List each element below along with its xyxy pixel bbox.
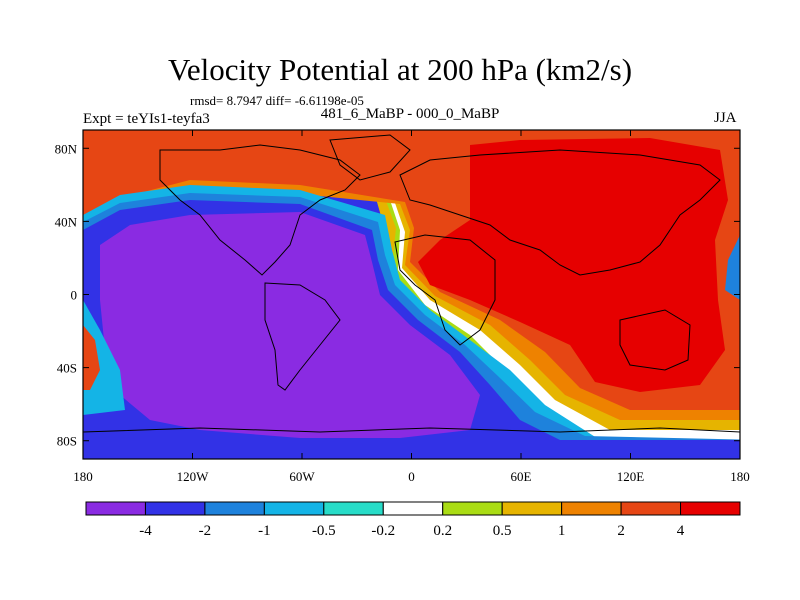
experiment-label: Expt = teYIs1-teyfa3 — [83, 111, 210, 127]
colorbar-label: 0.5 — [493, 523, 512, 539]
y-tick-label: 80N — [55, 141, 78, 156]
sw-pacific-lobe-inner — [83, 325, 100, 390]
colorbar-swatch — [85, 501, 146, 516]
x-tick-label: 60E — [511, 469, 532, 484]
colorbar-swatch — [263, 501, 325, 516]
africa-outline — [394, 234, 496, 346]
colorbar-swatch — [620, 501, 682, 516]
x-tick-label: 180 — [730, 469, 750, 484]
colorbar-label: 1 — [558, 523, 566, 539]
colorbar-label: -2 — [199, 523, 212, 539]
east-edge-lobe — [725, 235, 740, 300]
colorbar-swatch — [680, 501, 741, 516]
rmsd-diff-label: rmsd= 8.7947 diff= -6.61198e-05 — [190, 93, 364, 108]
eurasia-outline — [399, 149, 721, 276]
colorbar-label: 2 — [617, 523, 625, 539]
season-label: JJA — [714, 110, 737, 126]
colorbar-label: 0.2 — [433, 523, 452, 539]
y-tick-label: 40S — [57, 361, 77, 376]
colorbar-label: -0.2 — [371, 523, 395, 539]
colorbar-label: -4 — [139, 523, 152, 539]
colorbar-label: 4 — [677, 523, 685, 539]
north-america-outline — [159, 144, 361, 276]
antarctica-outline — [83, 427, 740, 433]
colorbar-swatch — [561, 501, 622, 516]
colorbar-label: -0.5 — [312, 523, 336, 539]
australia-outline — [619, 309, 691, 371]
y-tick-label: 0 — [71, 288, 78, 303]
x-tick-label: 120W — [177, 469, 210, 484]
chart-title: Velocity Potential at 200 hPa (km2/s) — [167, 52, 633, 87]
continent-outlines — [83, 134, 740, 433]
period-difference-label: 481_6_MaBP - 000_0_MaBP — [320, 106, 500, 122]
contour-field — [83, 130, 740, 459]
greenland-outline — [329, 134, 411, 181]
band-neg-min — [100, 212, 480, 438]
colorbar-swatch — [442, 501, 503, 516]
sw-pacific-lobe-outer — [83, 300, 125, 415]
x-tick-label: 180 — [73, 469, 93, 484]
colorbar-label: -1 — [258, 523, 271, 539]
x-tick-label: 120E — [617, 469, 645, 484]
colorbar-swatch — [323, 501, 384, 516]
colorbar-swatch — [501, 501, 563, 516]
band-max — [418, 138, 728, 392]
colorbar: -4 -2 -1 -0.5 -0.2 0.2 0.5 1 2 4 — [85, 501, 741, 539]
colorbar-swatch — [204, 501, 265, 516]
colorbar-swatch — [382, 501, 444, 516]
south-america-outline — [264, 282, 341, 391]
axis-ticks: 180 120W 60W 0 60E 120E 180 80N 40N 0 40S 80S — [55, 130, 750, 484]
y-tick-label: 80S — [57, 434, 77, 449]
x-tick-label: 60W — [289, 469, 315, 484]
y-tick-label: 40N — [55, 214, 78, 229]
x-tick-label: 0 — [408, 469, 415, 484]
colorbar-swatch — [144, 501, 206, 516]
